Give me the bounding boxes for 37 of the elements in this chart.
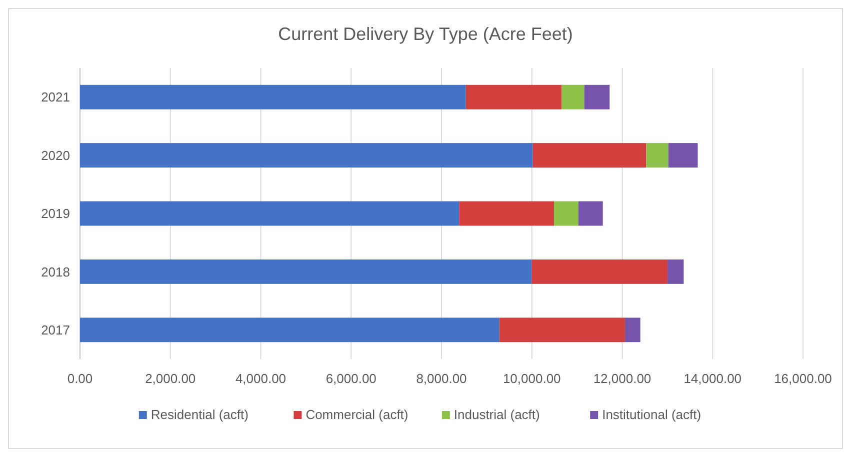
- x-tick-label: 8,000.00: [416, 371, 467, 386]
- legend-label: Residential (acft): [150, 407, 248, 422]
- legend-label: Industrial (acft): [454, 407, 540, 422]
- bar: [532, 259, 668, 284]
- x-tick-label: 4,000.00: [235, 371, 286, 386]
- bar: [80, 318, 500, 342]
- bar: [459, 201, 554, 226]
- bar: [80, 201, 460, 226]
- bar: [646, 143, 668, 168]
- bar: [499, 318, 625, 342]
- x-tick-label: 14,000.00: [684, 371, 742, 386]
- x-tick-label: 6,000.00: [326, 371, 376, 386]
- bar: [532, 143, 646, 168]
- x-tick-label: 2,000.00: [145, 371, 196, 386]
- bar: [624, 318, 640, 342]
- y-tick-label: 2020: [41, 148, 70, 163]
- y-tick-label: 2019: [41, 206, 70, 222]
- x-tick-label: 16,000.00: [774, 371, 832, 386]
- x-tick-label: 0.00: [67, 371, 93, 386]
- bar: [562, 84, 584, 110]
- bar: [578, 201, 603, 226]
- x-tick-label: 10,000.00: [502, 371, 561, 386]
- legend-label: Institutional (acft): [602, 407, 702, 422]
- y-tick-label: 2017: [41, 322, 70, 338]
- bar: [466, 84, 562, 110]
- legend-label: Commercial (acft): [306, 407, 408, 422]
- x-tick-label: 12,000.00: [593, 371, 652, 386]
- y-tick-label: 2021: [41, 90, 70, 105]
- bar: [80, 259, 532, 284]
- bar: [80, 84, 466, 110]
- bar: [584, 84, 610, 110]
- bar: [667, 259, 684, 284]
- y-tick-label: 2018: [41, 264, 70, 280]
- bar: [80, 143, 533, 168]
- bar: [554, 201, 578, 226]
- bar: [668, 143, 698, 168]
- chart-title: Current Delivery By Type (Acre Feet): [278, 24, 573, 44]
